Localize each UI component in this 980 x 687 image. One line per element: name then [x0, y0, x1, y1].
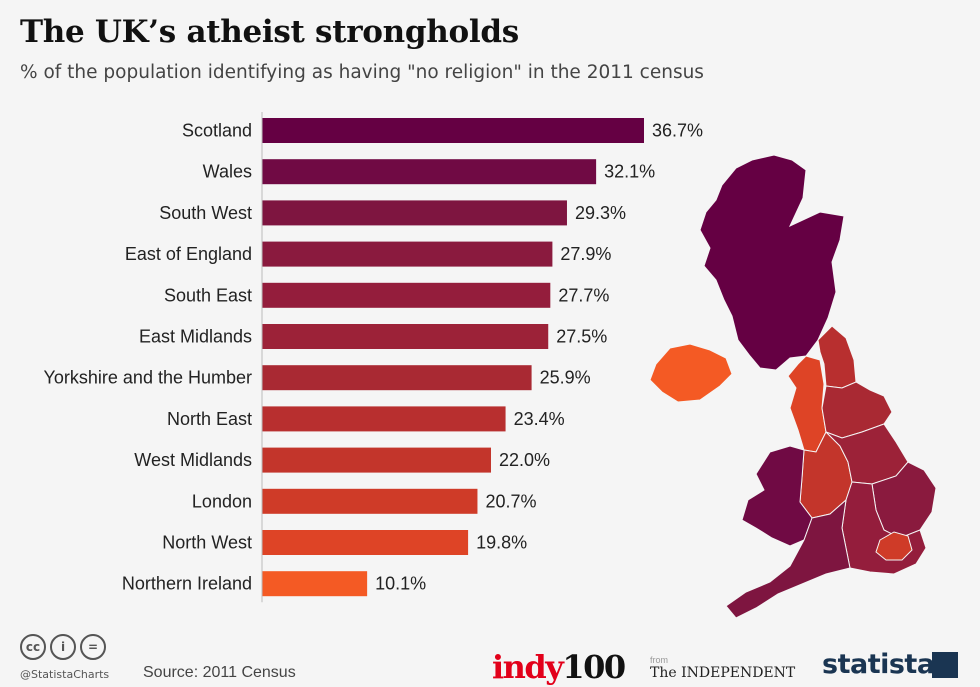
bar-west-midlands	[262, 447, 491, 473]
statista-handle: @StatistaCharts	[20, 668, 110, 681]
bar-scotland	[262, 118, 644, 143]
value-label: 32.1%	[604, 162, 655, 182]
value-label: 29.3%	[575, 203, 626, 223]
map-region-north-west	[787, 355, 827, 453]
value-label: 36.7%	[652, 121, 703, 141]
map-region-wales	[741, 445, 813, 547]
value-label: 10.1%	[375, 574, 426, 594]
from-label: from	[650, 655, 668, 665]
value-label: 27.9%	[560, 244, 611, 264]
indy100-logo-text: indy	[492, 648, 564, 686]
value-label: 27.7%	[558, 285, 609, 305]
category-label: East Midlands	[139, 327, 252, 347]
bar-east-midlands	[262, 324, 549, 349]
map-region-scotland	[699, 154, 845, 371]
category-label: Yorkshire and the Humber	[44, 368, 252, 388]
attribution-icon: i	[50, 634, 76, 660]
map-region-south-west	[725, 498, 851, 619]
bar-london	[262, 488, 478, 514]
category-label: Scotland	[182, 121, 252, 141]
category-label: West Midlands	[134, 450, 252, 470]
bar-south-east	[262, 282, 551, 308]
map-region-london	[875, 531, 913, 561]
category-label: North East	[167, 409, 252, 429]
bar-south-west	[262, 200, 567, 226]
bar-wales	[262, 159, 597, 185]
uk-region-map	[649, 154, 937, 619]
independent-logo: The INDEPENDENT	[650, 665, 796, 681]
no-derivatives-icon: =	[80, 634, 106, 660]
value-label: 20.7%	[485, 491, 536, 511]
map-region-north-east	[817, 325, 857, 389]
chart-title: The UK’s atheist strongholds	[20, 14, 519, 50]
indy100-logo: indy100	[492, 648, 626, 686]
bar-north-east	[262, 406, 506, 432]
indy100-logo-number: 100	[562, 648, 626, 686]
category-label: South West	[159, 203, 252, 223]
category-label: South East	[164, 285, 252, 305]
category-label: North West	[162, 533, 252, 553]
value-label: 25.9%	[540, 368, 591, 388]
value-label: 22.0%	[499, 450, 550, 470]
category-label: Wales	[203, 162, 252, 182]
bar-north-west	[262, 530, 469, 555]
map-region-northern-ireland	[649, 343, 733, 403]
value-label: 19.8%	[476, 533, 527, 553]
category-label: London	[192, 491, 252, 511]
chart-subtitle: % of the population identifying as havin…	[20, 62, 704, 83]
creative-commons-icon: cc	[20, 634, 46, 660]
bar-northern-ireland	[262, 571, 368, 597]
bar-east-of-england	[262, 241, 553, 267]
bar-group: Scotland 36.7% Wales 32.1% South West 29.3% Ea…	[44, 118, 703, 597]
value-label: 23.4%	[514, 409, 565, 429]
category-label: Northern Ireland	[122, 574, 252, 594]
statista-logo-text: statista	[822, 649, 935, 680]
statista-logo-icon	[932, 652, 958, 678]
bar-yorkshire-and-the-humber	[262, 365, 532, 391]
category-label: East of England	[125, 244, 252, 264]
source-note: Source: 2011 Census	[143, 664, 296, 681]
map-region-yorkshire	[821, 381, 893, 439]
value-label: 27.5%	[556, 327, 607, 347]
license-icons: cc i =	[20, 634, 106, 660]
